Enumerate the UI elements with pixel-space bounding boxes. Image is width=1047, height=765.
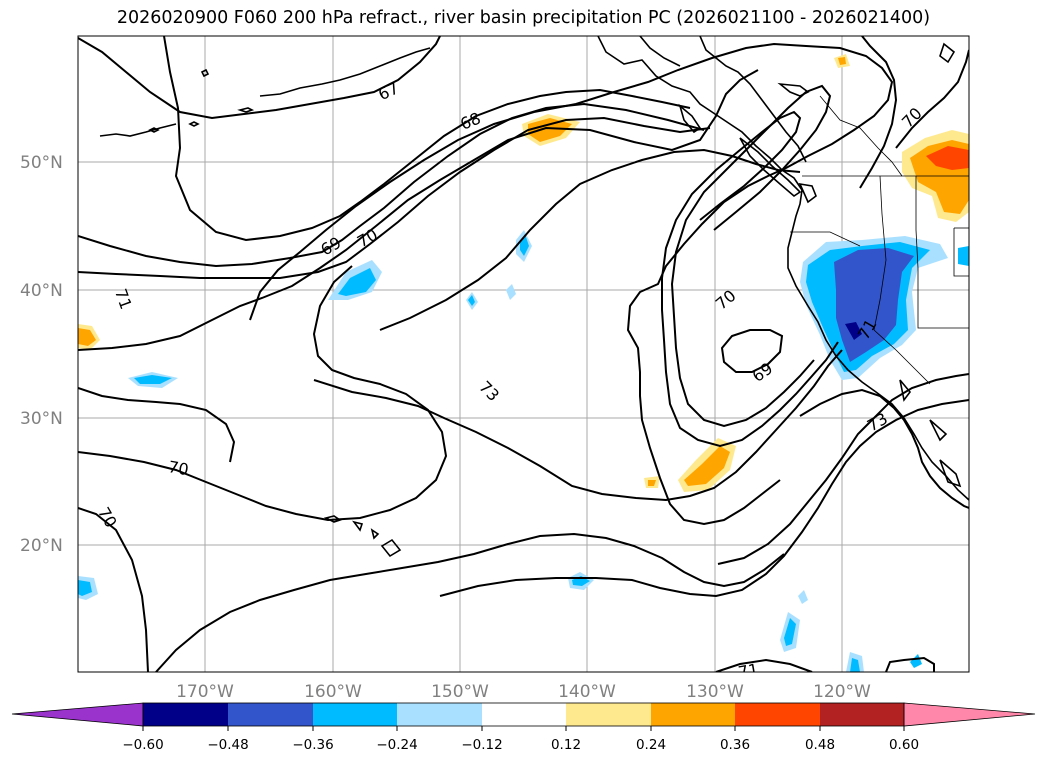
colorbar-tick-label: −0.48	[207, 737, 248, 753]
lon-label: 120°W	[813, 682, 871, 702]
colorbar-tick-label: −0.60	[122, 737, 163, 753]
colorbar-segment	[143, 703, 228, 726]
contour-73-central	[313, 349, 843, 502]
plot-frame	[77, 35, 970, 673]
contour-71-west	[78, 69, 759, 351]
colorbar-tick-label: 0.36	[720, 737, 750, 753]
ocean-negative-west-bottom	[78, 580, 92, 596]
nevada-blue-spot	[958, 246, 969, 266]
lat-label: 50°N	[20, 153, 63, 173]
colorbar-segment	[566, 703, 651, 726]
contour-73-pacific	[249, 42, 894, 526]
north-small-orange	[838, 57, 846, 65]
ocean-negative-160w	[338, 268, 376, 296]
contour-70-east-1	[661, 110, 839, 448]
lon-label: 170°W	[176, 682, 234, 702]
contour-70-east-2	[670, 84, 832, 428]
contour-69-outer	[78, 102, 705, 268]
west-edge-orange	[78, 328, 96, 346]
colorbar-segment	[228, 703, 313, 726]
contour-73-west	[78, 387, 236, 463]
contour-70-south	[78, 507, 149, 672]
map-title: 2026020900 F060 200 hPa refract., river …	[116, 8, 931, 28]
colorbar-segment	[651, 703, 735, 726]
longitude-labels: 170°W 160°W 150°W 140°W 130°W 120°W	[176, 682, 871, 702]
colorbar-tick-label: −0.36	[292, 737, 333, 753]
colorbar-segment	[820, 703, 904, 726]
contour-71-south	[439, 399, 969, 598]
contour-bottom-right	[885, 656, 935, 672]
contour-73-south	[155, 532, 785, 672]
lon-label: 130°W	[686, 682, 744, 702]
colorbar-tick-label: 0.48	[805, 737, 835, 753]
ocean-negative-146w	[506, 284, 516, 300]
contour-67	[78, 36, 441, 120]
gulf-alaska-orange-area	[528, 118, 572, 142]
contour-73-inner	[379, 148, 801, 331]
colorbar-tick-label: −0.12	[461, 737, 502, 753]
lon-label: 140°W	[558, 682, 616, 702]
lat-label: 20°N	[20, 536, 63, 556]
subtropic-orange-area	[684, 446, 730, 486]
contour-label: 70	[167, 457, 190, 479]
contours	[78, 36, 969, 672]
ocean-negative-125w-south	[798, 590, 808, 604]
borders	[790, 95, 969, 385]
latitude-labels: 50°N 40°N 30°N 20°N	[20, 153, 63, 556]
contour-70-ne	[859, 36, 898, 189]
colorbar-tick-label: −0.24	[376, 737, 417, 753]
california-navy-area	[845, 322, 862, 340]
contour-69-east	[720, 329, 784, 373]
contour-71-east-lower	[799, 388, 969, 509]
colorbar: −0.60 −0.48 −0.36 −0.24 −0.12 0.12 0.24 …	[11, 702, 1036, 753]
plot-area	[78, 36, 969, 672]
ocean-negative-130w-south	[784, 618, 796, 646]
colorbar-right-extension	[903, 702, 1036, 727]
lat-label: 30°N	[20, 409, 63, 429]
colorbar-segment	[397, 703, 482, 726]
colorbar-segment	[313, 703, 397, 726]
ocean-negative-149w-core	[468, 295, 475, 306]
colorbar-tick-label: 0.60	[889, 737, 919, 753]
lon-label: 150°W	[431, 682, 489, 702]
colorbar-left-extension	[11, 702, 144, 727]
contour-71-southeast-bottom	[715, 658, 813, 672]
ocean-negative-120w-south	[850, 658, 860, 672]
colorbar-tick-label: 0.12	[551, 737, 581, 753]
contour-70-far-ne	[895, 49, 969, 149]
small-orange-spot	[648, 480, 656, 486]
colorbar-ticks	[142, 726, 905, 731]
colorbar-tick-labels: −0.60 −0.48 −0.36 −0.24 −0.12 0.12 0.24 …	[122, 737, 919, 753]
colorbar-frame	[142, 702, 905, 727]
contour-70-mid	[78, 116, 711, 279]
lon-label: 160°W	[304, 682, 362, 702]
ocean-negative-170w	[134, 375, 172, 384]
contour-70-lower	[78, 265, 448, 522]
colorbar-segment	[482, 703, 566, 726]
contour-label: 71	[737, 660, 760, 682]
contour-71-se	[717, 373, 969, 565]
lat-label: 40°N	[20, 281, 63, 301]
pnw-red-area	[926, 146, 969, 170]
colorbar-tick-label: 0.24	[636, 737, 666, 753]
colorbar-segment	[735, 703, 820, 726]
